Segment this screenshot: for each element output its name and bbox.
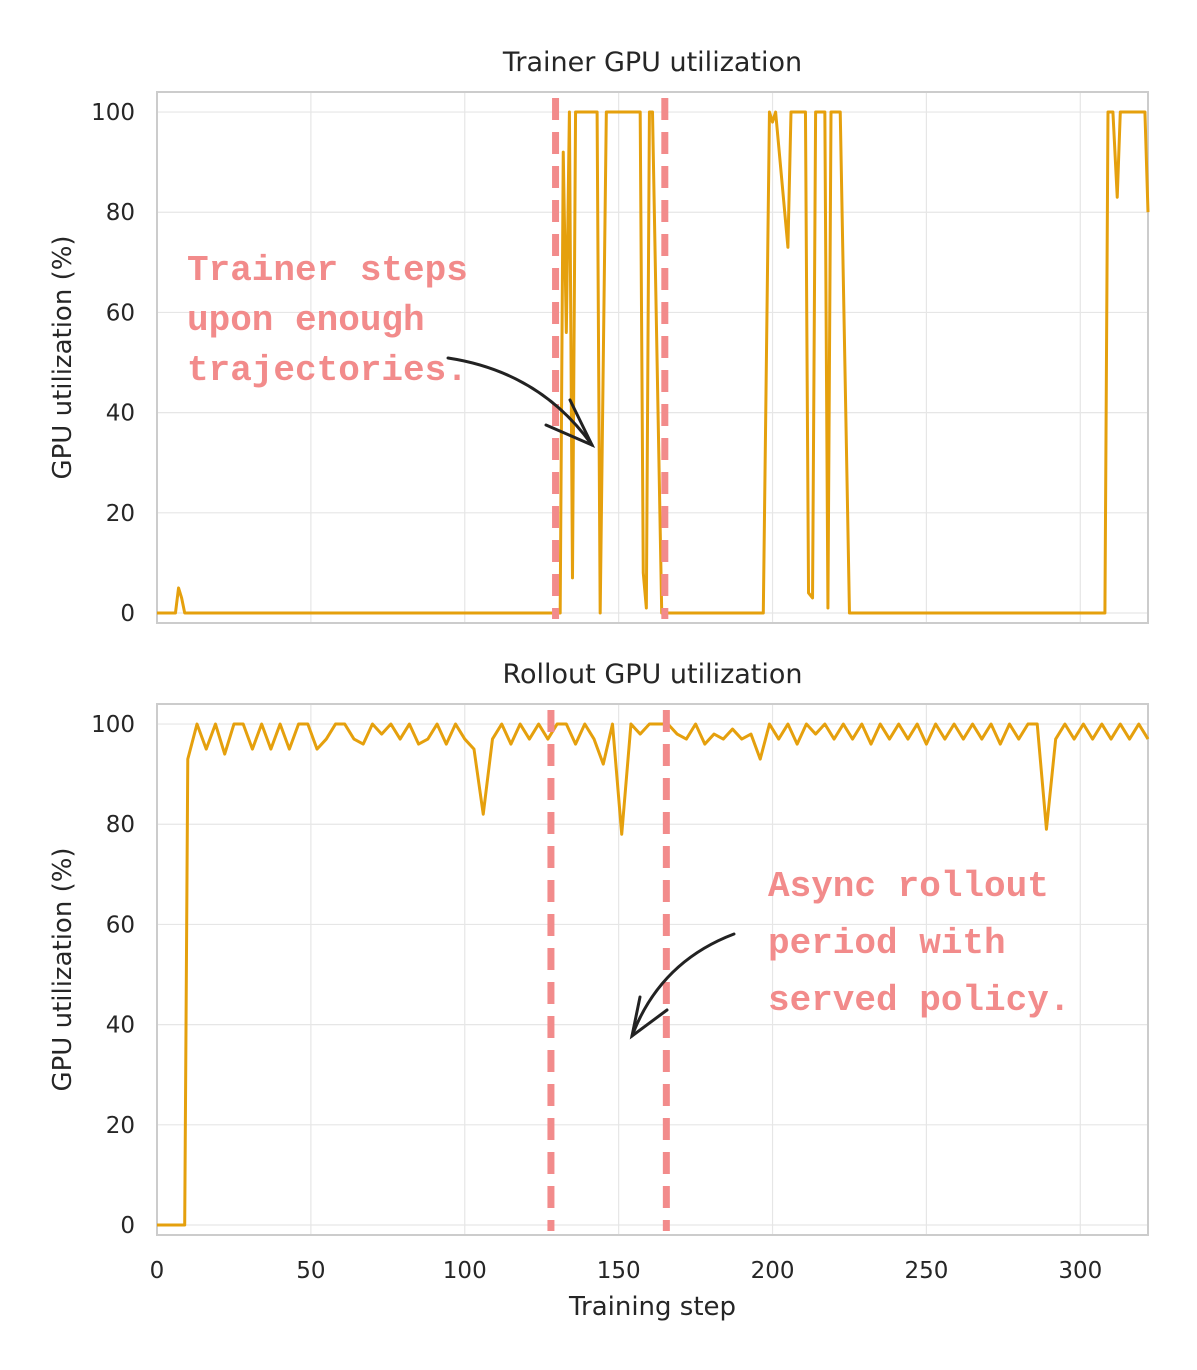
plots: 0 20 40 60 80 100 Trainer GPU utilization GPU u… (48, 47, 1150, 1322)
x-tick-label: 100 (443, 1258, 487, 1284)
y-tick-label: 40 (106, 1013, 135, 1039)
y-tick-label: 100 (91, 100, 135, 126)
x-axis-label: Training step (568, 1292, 736, 1322)
annotation: served policy. (768, 980, 1070, 1021)
y-tick-label: 80 (106, 812, 135, 838)
arrows (446, 356, 736, 1040)
annotation: upon enough (187, 300, 425, 341)
x-tick-label: 150 (597, 1258, 641, 1284)
y-axis-label: GPU utilization (%) (48, 847, 78, 1091)
line (157, 722, 1150, 1227)
chart-title: Trainer GPU utilization (502, 47, 802, 78)
x-tick-label: 200 (751, 1258, 795, 1284)
arrow (630, 932, 736, 1038)
y-tick-label: 20 (106, 1113, 135, 1139)
y-tick-label: 60 (106, 912, 135, 938)
line (157, 110, 1150, 615)
y-tick-label: 40 (106, 401, 135, 427)
arrow-head (629, 995, 669, 1040)
y-axis-label: GPU utilization (%) (48, 235, 78, 479)
chart-title: Rollout GPU utilization (502, 659, 802, 690)
y-tick-label: 80 (106, 200, 135, 226)
arrow (446, 356, 594, 447)
y-tick-label: 20 (106, 501, 135, 527)
annotation: Trainer steps (187, 250, 468, 291)
arrow-head (544, 398, 596, 448)
x-tick-label: 250 (904, 1258, 948, 1284)
x-tick-label: 50 (296, 1258, 325, 1284)
y-tick-label: 100 (91, 712, 135, 738)
plot-frame (156, 91, 1149, 624)
y-tick-label: 0 (120, 1213, 135, 1239)
annotation: Async rollout (768, 866, 1049, 907)
x-tick-label: 300 (1058, 1258, 1102, 1284)
annotation: period with (768, 923, 1006, 964)
annotation: trajectories. (187, 350, 468, 391)
y-tick-label: 0 (120, 601, 135, 627)
plot-frame (156, 703, 1149, 1236)
y-tick-label: 60 (106, 300, 135, 326)
x-tick-label: 0 (150, 1258, 165, 1284)
